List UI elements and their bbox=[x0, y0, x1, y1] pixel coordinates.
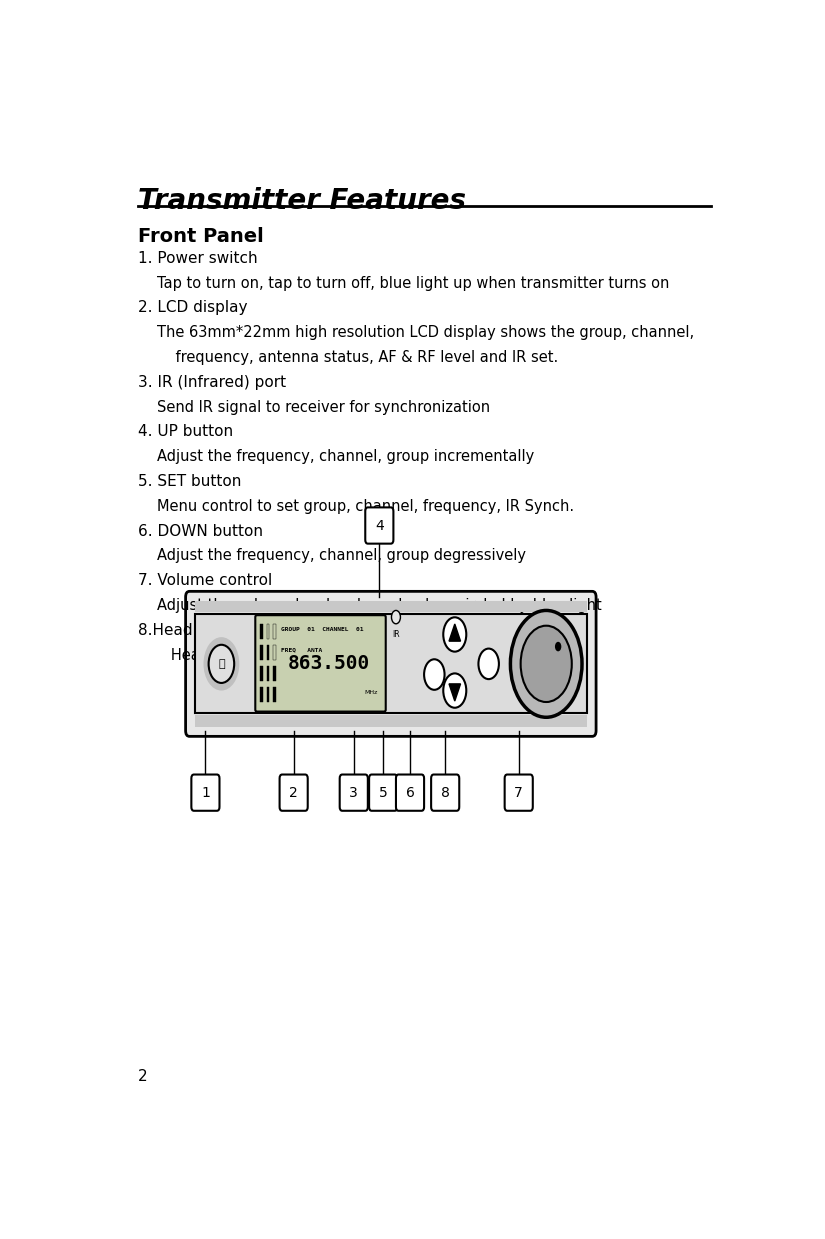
Bar bbox=[261, 686, 263, 703]
Text: The 63mm*22mm high resolution LCD display shows the group, channel,: The 63mm*22mm high resolution LCD displa… bbox=[158, 325, 695, 341]
FancyBboxPatch shape bbox=[431, 774, 460, 810]
Bar bbox=[266, 686, 269, 703]
Circle shape bbox=[204, 637, 239, 690]
Text: IR: IR bbox=[392, 629, 400, 639]
FancyBboxPatch shape bbox=[191, 774, 219, 810]
Bar bbox=[266, 623, 269, 639]
Text: 1: 1 bbox=[201, 786, 210, 799]
Text: Front Panel: Front Panel bbox=[139, 227, 264, 245]
Text: 2. LCD display: 2. LCD display bbox=[139, 300, 248, 316]
Text: 7: 7 bbox=[514, 786, 523, 799]
Text: GROUP  01  CHANNEL  01: GROUP 01 CHANNEL 01 bbox=[280, 627, 363, 632]
Bar bbox=[273, 644, 276, 660]
FancyBboxPatch shape bbox=[365, 508, 394, 544]
Circle shape bbox=[443, 617, 466, 652]
FancyBboxPatch shape bbox=[186, 591, 596, 736]
Text: 5: 5 bbox=[379, 786, 388, 799]
Bar bbox=[266, 665, 269, 681]
Text: 2: 2 bbox=[290, 786, 298, 799]
Text: FREQ   ANTA: FREQ ANTA bbox=[280, 648, 322, 653]
Text: ⏻: ⏻ bbox=[218, 659, 224, 669]
Text: 4. UP button: 4. UP button bbox=[139, 425, 233, 440]
Text: 6: 6 bbox=[406, 786, 414, 799]
FancyBboxPatch shape bbox=[505, 774, 533, 810]
FancyBboxPatch shape bbox=[396, 774, 424, 810]
Bar bbox=[195, 615, 587, 714]
Bar bbox=[273, 686, 276, 703]
Polygon shape bbox=[449, 624, 460, 641]
Bar bbox=[195, 715, 587, 727]
FancyBboxPatch shape bbox=[369, 774, 397, 810]
Circle shape bbox=[209, 644, 234, 683]
Text: Adjust the frequency, channel, group incrementally: Adjust the frequency, channel, group inc… bbox=[158, 450, 535, 465]
Bar bbox=[261, 665, 263, 681]
Circle shape bbox=[424, 659, 445, 690]
FancyBboxPatch shape bbox=[340, 774, 368, 810]
Bar bbox=[266, 644, 269, 660]
FancyBboxPatch shape bbox=[255, 616, 386, 711]
Text: MHz: MHz bbox=[364, 690, 377, 695]
Text: Adjust the volume level, volume knob encircled by blue light: Adjust the volume level, volume knob enc… bbox=[158, 598, 602, 613]
Text: 2: 2 bbox=[139, 1068, 148, 1084]
Text: 5. SET button: 5. SET button bbox=[139, 475, 242, 489]
Text: 8.Headphone Jack: 8.Headphone Jack bbox=[139, 623, 277, 638]
Circle shape bbox=[555, 642, 561, 652]
Circle shape bbox=[443, 674, 466, 707]
Text: 4: 4 bbox=[375, 519, 384, 533]
Text: 8: 8 bbox=[441, 786, 450, 799]
Text: 1. Power switch: 1. Power switch bbox=[139, 250, 258, 265]
Text: 7. Volume control: 7. Volume control bbox=[139, 574, 272, 589]
Text: 6. DOWN button: 6. DOWN button bbox=[139, 524, 263, 539]
Circle shape bbox=[478, 648, 499, 679]
Circle shape bbox=[511, 611, 582, 717]
Text: Adjust the frequency, channel, group degressively: Adjust the frequency, channel, group deg… bbox=[158, 549, 526, 564]
Bar bbox=[273, 665, 276, 681]
Text: 3: 3 bbox=[349, 786, 358, 799]
FancyBboxPatch shape bbox=[280, 774, 308, 810]
Bar bbox=[261, 644, 263, 660]
Text: frequency, antenna status, AF & RF level and IR set.: frequency, antenna status, AF & RF level… bbox=[158, 349, 559, 366]
Text: 863.500: 863.500 bbox=[287, 654, 370, 673]
Circle shape bbox=[392, 611, 400, 623]
Text: Tap to turn on, tap to turn off, blue light up when transmitter turns on: Tap to turn on, tap to turn off, blue li… bbox=[158, 275, 670, 291]
Polygon shape bbox=[449, 684, 460, 701]
Bar bbox=[261, 623, 263, 639]
Text: Menu control to set group, channel, frequency, IR Synch.: Menu control to set group, channel, freq… bbox=[158, 499, 574, 514]
Text: Transmitter Features: Transmitter Features bbox=[139, 187, 466, 214]
Text: 3. IR (Infrared) port: 3. IR (Infrared) port bbox=[139, 374, 286, 390]
Bar bbox=[195, 601, 587, 612]
Text: Headphone output connector 6.3mm jack: Headphone output connector 6.3mm jack bbox=[158, 648, 477, 663]
Text: Send IR signal to receiver for synchronization: Send IR signal to receiver for synchroni… bbox=[158, 400, 491, 415]
Bar bbox=[273, 623, 276, 639]
Circle shape bbox=[521, 626, 572, 703]
